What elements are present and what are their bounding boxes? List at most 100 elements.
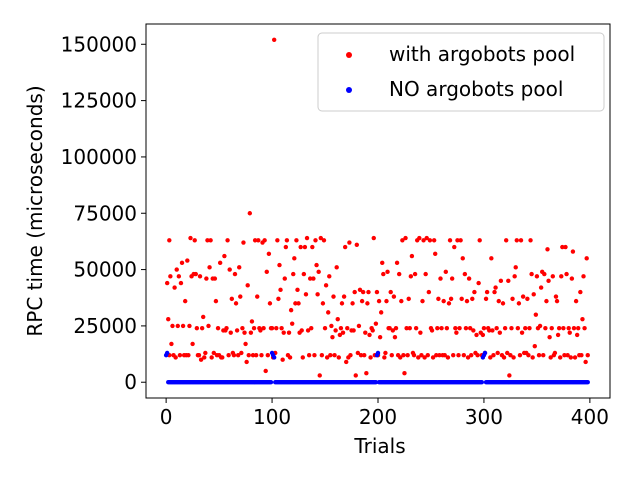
point-with-argobots	[293, 301, 298, 306]
point-with-argobots	[436, 296, 441, 302]
point-with-argobots	[341, 294, 347, 299]
point-with-argobots	[175, 323, 180, 329]
point-with-argobots	[267, 301, 273, 306]
point-with-argobots	[377, 334, 383, 340]
point-with-argobots	[394, 260, 400, 266]
point-with-argobots	[324, 355, 330, 360]
point-with-argobots	[261, 325, 266, 331]
point-with-argobots	[403, 235, 408, 241]
point-with-argobots	[513, 265, 518, 270]
point-with-argobots	[584, 256, 589, 261]
point-with-argobots	[570, 249, 576, 254]
point-with-argobots	[264, 269, 269, 275]
point-with-argobots	[466, 276, 472, 281]
point-with-argobots	[185, 258, 190, 263]
point-with-argobots	[533, 312, 539, 317]
point-with-argobots	[365, 301, 370, 306]
point-with-argobots	[497, 330, 503, 335]
x-tick-label: 300	[465, 405, 503, 429]
y-axis-ticks: 0 25000 50000 75000 100000 125000 150000	[61, 32, 146, 394]
point-with-argobots	[563, 244, 568, 250]
point-with-argobots	[536, 352, 542, 358]
point-with-argobots	[491, 352, 496, 358]
point-with-argobots	[445, 355, 451, 360]
point-with-argobots	[380, 260, 385, 266]
point-with-argobots	[190, 341, 195, 347]
x-axis-ticks: 0 100 200 300 400	[160, 398, 609, 429]
x-tick-label: 100	[253, 405, 291, 429]
point-with-argobots	[192, 238, 197, 243]
point-with-argobots	[240, 325, 245, 331]
point-with-argobots	[329, 323, 334, 329]
point-with-argobots	[292, 256, 297, 261]
point-with-argobots	[561, 325, 566, 331]
point-no-argobots	[271, 355, 277, 360]
point-with-argobots	[311, 276, 316, 281]
point-with-argobots	[470, 296, 475, 302]
point-with-argobots	[550, 274, 555, 279]
point-with-argobots	[167, 238, 172, 243]
point-with-argobots	[305, 328, 311, 333]
point-with-argobots	[439, 325, 444, 331]
point-with-argobots	[422, 355, 427, 360]
point-with-argobots	[234, 328, 240, 333]
point-with-argobots	[416, 355, 421, 360]
point-with-argobots	[357, 287, 363, 293]
point-with-argobots	[282, 276, 287, 281]
point-with-argobots	[471, 328, 476, 333]
point-with-argobots	[363, 330, 368, 335]
point-with-argobots	[515, 325, 521, 331]
point-with-argobots	[543, 325, 548, 331]
point-with-argobots	[580, 316, 585, 322]
point-with-argobots	[538, 285, 544, 290]
point-with-argobots	[516, 301, 522, 306]
point-with-argobots	[283, 244, 289, 250]
point-with-argobots	[196, 352, 202, 358]
point-with-argobots	[566, 325, 571, 331]
point-with-argobots	[242, 330, 247, 335]
point-with-argobots	[453, 325, 458, 331]
point-with-argobots	[188, 235, 193, 241]
point-with-argobots	[238, 294, 243, 299]
point-with-argobots	[511, 355, 516, 360]
point-with-argobots	[495, 350, 500, 356]
point-with-argobots	[399, 298, 404, 304]
point-with-argobots	[306, 352, 312, 358]
point-with-argobots	[434, 352, 439, 358]
point-with-argobots	[208, 238, 213, 243]
point-with-argobots	[425, 352, 430, 358]
point-with-argobots	[252, 238, 258, 243]
point-with-argobots	[490, 328, 495, 333]
point-with-argobots	[465, 355, 471, 360]
point-with-argobots	[333, 328, 338, 333]
point-with-argobots	[585, 352, 590, 358]
point-with-argobots	[389, 352, 394, 358]
point-no-argobots	[164, 350, 170, 356]
point-with-argobots	[360, 289, 366, 295]
point-with-argobots	[398, 355, 403, 360]
legend: with argobots pool NO argobots pool	[317, 32, 605, 112]
point-with-argobots	[568, 355, 574, 360]
legend-label-with-argobots: with argobots pool	[389, 42, 575, 66]
point-with-argobots	[512, 274, 517, 279]
point-with-argobots	[574, 332, 580, 338]
point-with-argobots	[437, 352, 442, 358]
point-with-argobots	[408, 274, 414, 279]
point-with-argobots	[222, 253, 227, 259]
point-with-argobots	[231, 352, 237, 358]
point-with-argobots	[444, 325, 450, 331]
point-with-argobots	[385, 269, 390, 275]
point-with-argobots	[579, 352, 584, 358]
point-with-argobots	[318, 235, 323, 241]
point-with-argobots	[220, 355, 225, 360]
point-with-argobots	[330, 334, 335, 340]
point-with-argobots	[250, 352, 256, 358]
legend-marker-no-argobots	[346, 87, 352, 93]
point-with-argobots	[345, 325, 350, 331]
point-with-argobots	[562, 352, 567, 358]
point-with-argobots	[203, 350, 208, 356]
point-with-argobots	[309, 325, 314, 331]
x-tick-label: 200	[359, 405, 397, 429]
point-with-argobots	[320, 301, 326, 306]
point-with-argobots	[455, 238, 460, 243]
